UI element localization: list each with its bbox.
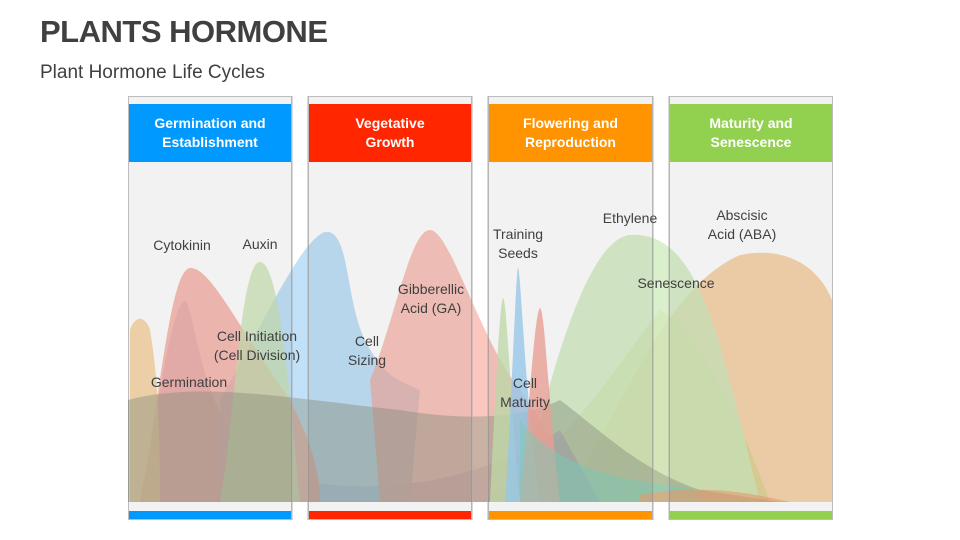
stage-footer-bar xyxy=(309,511,471,519)
label-gibberellic-acid: Gibberellic Acid (GA) xyxy=(397,281,465,316)
label-senescence: Senescence xyxy=(637,275,715,291)
label-cell-sizing: Cell Sizing xyxy=(347,333,387,368)
stage-header-germination: Germination and Establishment xyxy=(129,104,291,162)
stage-footer-bar xyxy=(129,511,291,519)
page-subtitle: Plant Hormone Life Cycles xyxy=(40,62,265,83)
stage-column-maturity: Maturity and Senescence xyxy=(669,96,833,520)
stage-header-flowering: Flowering and Reproduction xyxy=(489,104,652,162)
stage-header-vegetative: Vegetative Growth xyxy=(309,104,471,162)
label-cell-maturity: Cell Maturity xyxy=(500,375,550,410)
stage-column-germination: Germination and Establishment xyxy=(128,96,292,520)
label-abscisic-acid: Abscisic Acid (ABA) xyxy=(707,207,777,242)
label-ethylene: Ethylene xyxy=(602,210,658,226)
label-germination: Germination xyxy=(150,374,228,390)
page-title: PLANTS HORMONE xyxy=(40,14,328,49)
stage-footer-bar xyxy=(670,511,832,519)
label-cytokinin: Cytokinin xyxy=(153,237,211,253)
stage-header-maturity: Maturity and Senescence xyxy=(670,104,832,162)
label-auxin: Auxin xyxy=(242,236,278,252)
stage-column-flowering: Flowering and Reproduction xyxy=(488,96,653,520)
label-cell-initiation: Cell Initiation (Cell Division) xyxy=(213,328,301,363)
stage-footer-bar xyxy=(489,511,652,519)
label-training-seeds: Training Seeds xyxy=(492,226,544,261)
